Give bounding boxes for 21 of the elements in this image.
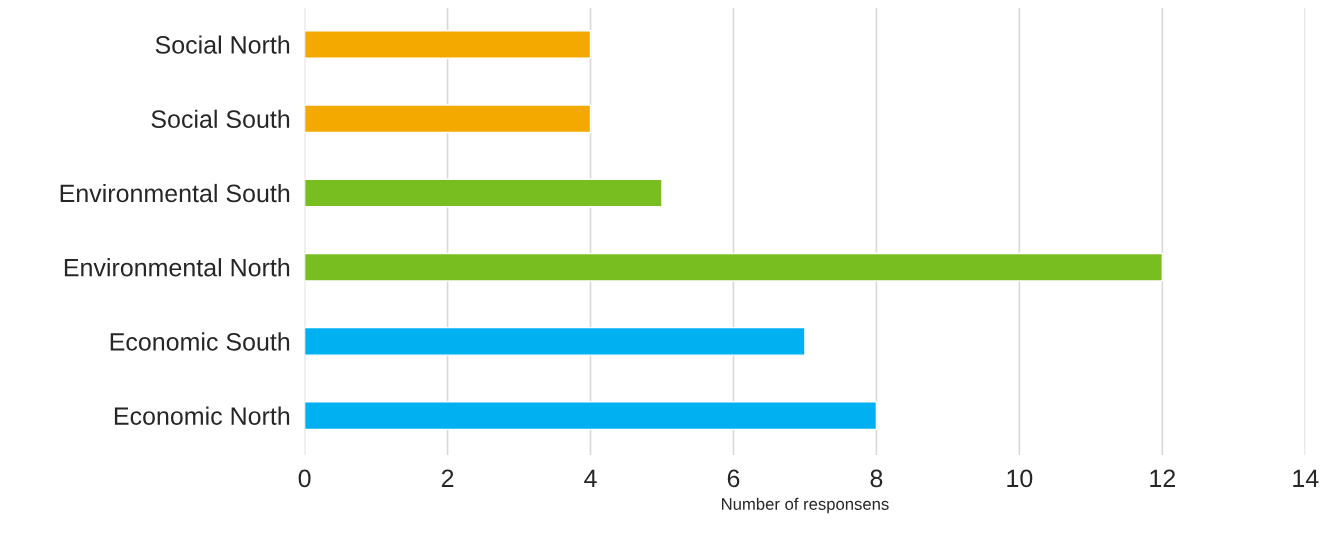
y-tick-label: Social North (155, 35, 290, 54)
bar (304, 326, 806, 356)
x-tick-label: 0 (298, 469, 311, 488)
bar (304, 401, 878, 431)
x-tick-label: 14 (1293, 469, 1319, 487)
x-tick-label: 12 (1150, 469, 1175, 487)
y-tick-label: Environmental North (64, 258, 290, 277)
x-axis-title: Number of responsens (722, 497, 889, 514)
bar (304, 178, 663, 208)
x-tick-label: 8 (870, 469, 883, 488)
x-tick-label: 4 (584, 469, 597, 487)
bar (304, 104, 592, 134)
y-tick-label: Social South (151, 109, 290, 129)
x-tick-label: 2 (441, 469, 454, 487)
x-tick-label: 10 (1007, 469, 1033, 488)
bar (304, 252, 1164, 282)
bar (304, 30, 592, 59)
y-tick-label: Environmental South (60, 183, 290, 203)
y-tick-label: Economic South (110, 332, 290, 351)
y-tick-label: Economic North (114, 406, 290, 425)
x-tick-label: 6 (727, 469, 740, 488)
